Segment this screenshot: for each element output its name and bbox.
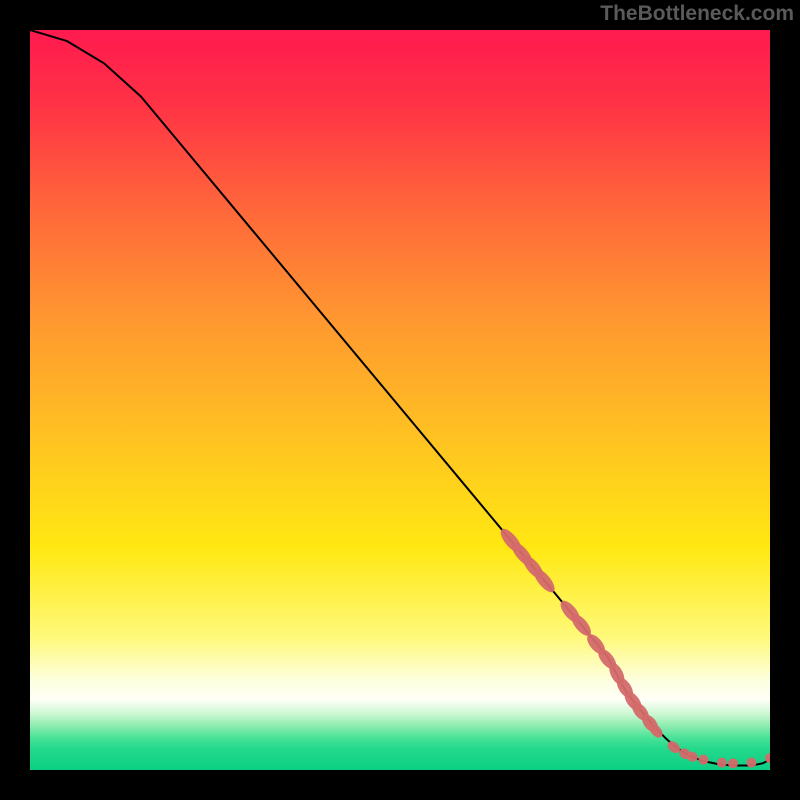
data-marker [716,757,727,768]
chart-svg [30,30,770,770]
data-marker [697,753,710,766]
bottleneck-curve [30,30,770,766]
watermark-text: TheBottleneck.com [600,2,794,26]
chart-container: TheBottleneck.com [0,0,800,800]
data-marker [728,758,739,769]
data-marker [530,566,558,596]
plot-area [30,30,770,770]
